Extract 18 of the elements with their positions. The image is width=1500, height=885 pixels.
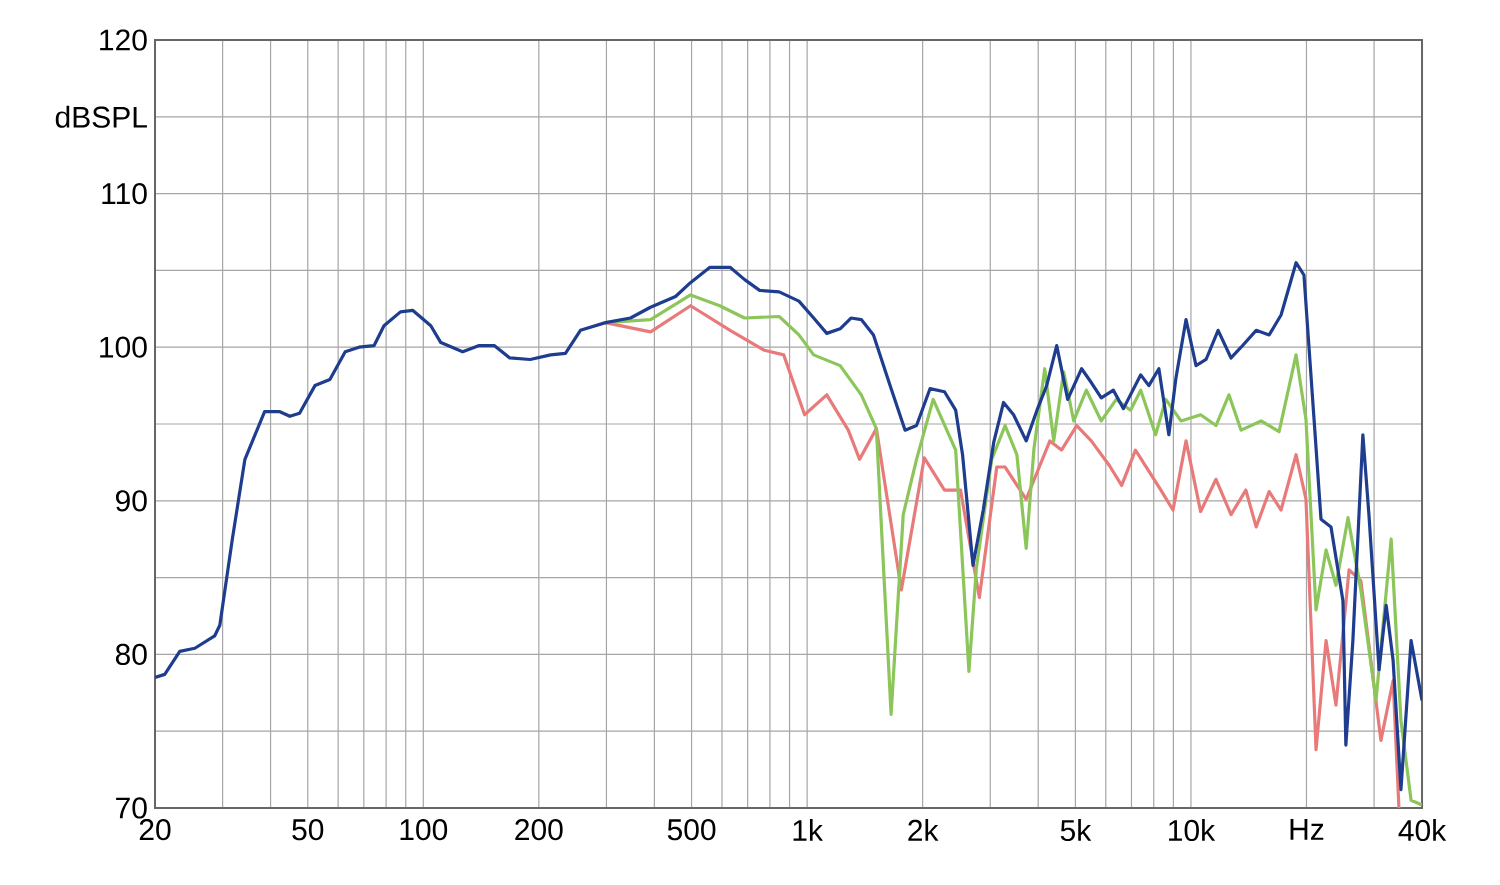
x-tick-label: 200: [515, 819, 563, 841]
x-tick-label: 1k: [793, 819, 823, 841]
x-tick-label: 500: [667, 819, 716, 841]
y-tick-label: 120: [100, 29, 147, 51]
x-tick-label: 50: [292, 819, 324, 841]
y-tick-label: 70: [116, 797, 147, 819]
x-tick-label: 2k: [908, 819, 939, 841]
y-tick-label: 80: [115, 643, 147, 666]
y-tick-label: 90: [115, 490, 147, 512]
y-tick-label: 110: [102, 182, 147, 205]
x-tick-label: 10k: [1169, 819, 1216, 842]
x-tick-label: Hz: [1290, 819, 1324, 840]
y-tick-label: 100: [100, 336, 147, 358]
x-tick-label: 100: [400, 819, 448, 841]
x-tick-label: 40k: [1398, 819, 1447, 842]
x-tick-label: 5k: [1060, 819, 1092, 842]
x-tick-label: 20: [139, 819, 171, 841]
y-tick-label: dBSPL: [55, 105, 147, 128]
